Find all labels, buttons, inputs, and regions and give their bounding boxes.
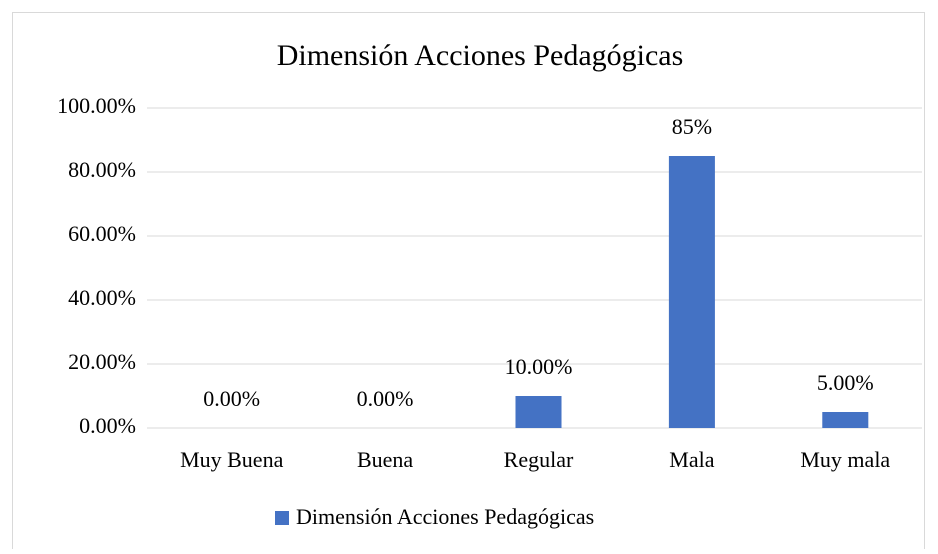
legend-swatch [275,511,289,525]
data-label: 10.00% [505,354,573,379]
x-tick-label: Regular [504,447,574,472]
y-tick-label: 20.00% [68,349,136,374]
bar [515,396,562,428]
y-tick-label: 0.00% [79,413,136,438]
data-label: 85% [672,114,712,139]
chart-title: Dimensión Acciones Pedagógicas [277,39,684,72]
x-tick-label: Muy mala [800,447,890,472]
data-label: 0.00% [203,386,260,411]
chart-border [12,12,925,553]
data-label: 5.00% [817,370,874,395]
x-tick-label: Muy Buena [180,447,284,472]
x-tick-label: Buena [357,447,413,472]
bar [668,156,715,428]
legend-label: Dimensión Acciones Pedagógicas [296,504,594,529]
y-tick-label: 40.00% [68,285,136,310]
bar [822,412,869,428]
data-label: 0.00% [357,386,414,411]
x-tick-label: Mala [669,447,714,472]
y-tick-label: 60.00% [68,221,136,246]
y-tick-label: 100.00% [57,93,136,118]
y-tick-label: 80.00% [68,157,136,182]
